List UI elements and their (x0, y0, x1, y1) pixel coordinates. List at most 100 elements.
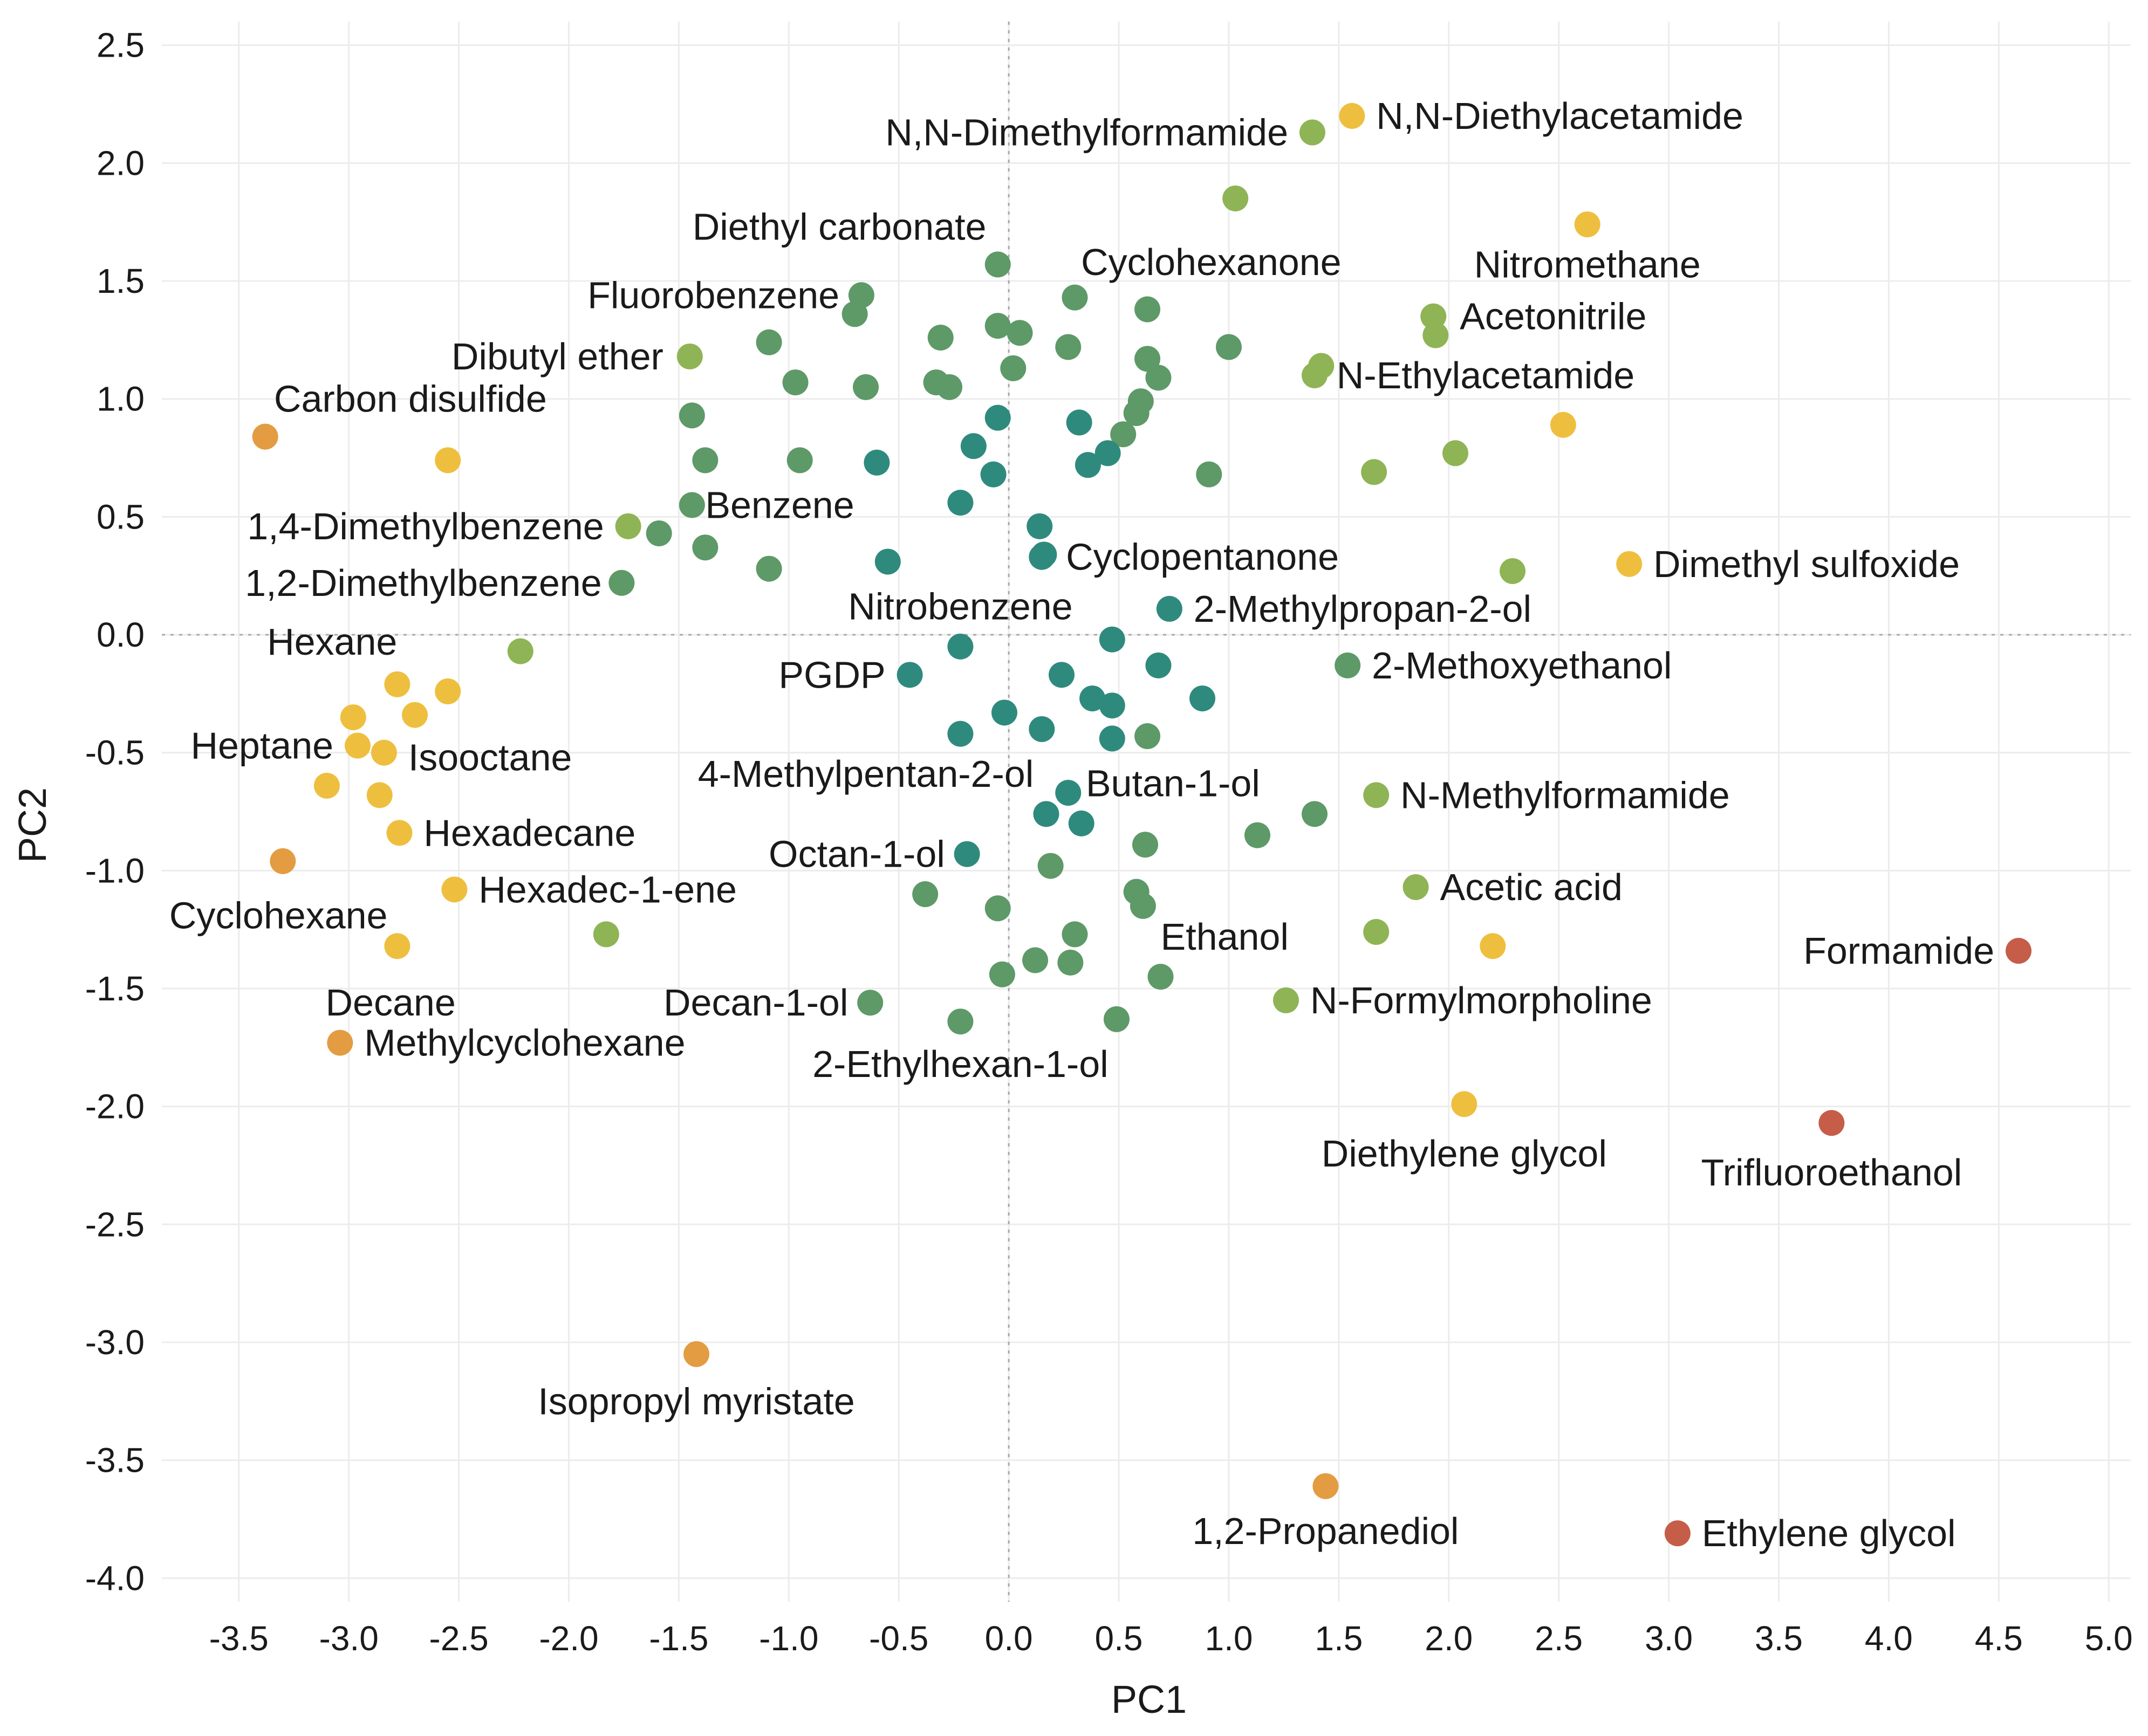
point-label: Benzene (705, 484, 854, 526)
data-point (1361, 459, 1387, 485)
data-point (786, 447, 813, 474)
data-point (608, 569, 635, 596)
data-point (1029, 544, 1055, 570)
point-label: Cyclopentanone (1066, 536, 1339, 578)
y-tick-label: 2.5 (97, 26, 145, 65)
data-point (1134, 346, 1161, 372)
data-point (366, 782, 393, 808)
data-point (435, 678, 461, 704)
data-point (1616, 551, 1643, 577)
y-tick-label: -1.5 (85, 969, 145, 1008)
data-point (441, 876, 468, 903)
point-labels: N,N-Dimethylformamide N,N-Diethylacetamid… (169, 95, 1994, 1554)
point-label: Diethylene glycol (1322, 1133, 1607, 1175)
x-axis-title: PC1 (1111, 1678, 1187, 1721)
data-point (984, 313, 1011, 339)
data-point (1007, 320, 1033, 346)
data-point (679, 492, 705, 518)
data-point (1500, 558, 1526, 584)
data-point (980, 461, 1007, 488)
data-point (989, 961, 1015, 987)
point-label: Formamide (1803, 930, 1994, 972)
x-tick-label: 1.5 (1315, 1619, 1363, 1658)
point-label: Cyclohexane (169, 894, 388, 936)
point-label: Carbon disulfide (274, 378, 547, 420)
data-point (756, 555, 782, 582)
data-point (1442, 440, 1468, 466)
data-point (947, 490, 974, 516)
x-tick-label: 4.0 (1865, 1619, 1913, 1658)
data-point (857, 990, 884, 1016)
x-tick-label: 4.5 (1975, 1619, 2023, 1658)
x-tick-label: 0.0 (985, 1619, 1033, 1658)
data-point (692, 534, 719, 561)
x-tick-label: 2.5 (1535, 1619, 1583, 1658)
data-point (1055, 334, 1082, 360)
point-label: Heptane (190, 725, 333, 767)
point-label: Acetonitrile (1460, 296, 1646, 338)
point-label: Cyclohexanone (1081, 241, 1342, 283)
data-point (1079, 685, 1106, 712)
point-label: 2-Ethylhexan-1-ol (812, 1043, 1109, 1085)
point-label: Methylcyclohexane (364, 1022, 685, 1064)
point-label: Fluorobenzene (587, 274, 839, 316)
data-point (615, 513, 641, 539)
point-label: Hexadec-1-ene (478, 868, 737, 910)
y-tick-label: -0.5 (85, 733, 145, 772)
data-point (1057, 949, 1084, 976)
data-point (1048, 662, 1075, 688)
data-point (2006, 938, 2032, 964)
data-point (1099, 725, 1125, 752)
data-point (384, 933, 411, 959)
y-tick-label: -2.0 (85, 1087, 145, 1126)
data-point (435, 447, 461, 474)
data-point (1420, 303, 1447, 330)
data-point (1363, 782, 1390, 808)
data-point (912, 881, 939, 908)
data-point (1301, 362, 1328, 388)
y-tick-label: -4.0 (85, 1559, 145, 1597)
y-tick-label: 1.0 (97, 380, 145, 418)
data-point (1451, 1091, 1477, 1117)
point-label: Isopropyl myristate (538, 1380, 854, 1422)
point-label: 1,2-Dimethylbenzene (245, 562, 601, 604)
point-label: Butan-1-ol (1086, 763, 1260, 805)
data-point (1335, 652, 1361, 678)
data-point (252, 423, 278, 450)
data-point (313, 772, 340, 799)
data-point (507, 638, 533, 664)
data-point (327, 1030, 353, 1056)
data-point (676, 343, 703, 369)
y-axis-ticks: 2.5 2.0 1.5 1.0 0.5 0.0 -0.5 -1.0 -1.5 -2.0 -2.5 -3… (85, 26, 145, 1598)
data-point (1099, 626, 1125, 653)
data-point (1574, 211, 1600, 238)
data-point (1134, 296, 1161, 323)
data-point (344, 732, 371, 759)
y-tick-label: -3.0 (85, 1323, 145, 1362)
data-point (936, 374, 962, 400)
data-point (1339, 102, 1365, 129)
data-point (864, 449, 890, 476)
point-label: 2-Methoxyethanol (1372, 644, 1672, 687)
y-tick-label: 0.0 (97, 615, 145, 654)
data-point (1403, 874, 1429, 900)
x-tick-label: 0.5 (1095, 1619, 1143, 1658)
data-point (947, 633, 974, 660)
data-point (1664, 1520, 1691, 1547)
point-label: Nitrobenzene (848, 586, 1072, 628)
point-label: Octan-1-ol (769, 833, 945, 875)
data-point (984, 251, 1011, 278)
point-label: N-Ethylacetamide (1337, 354, 1634, 396)
data-point (1422, 322, 1449, 348)
data-point (270, 848, 296, 874)
x-tick-label: 5.0 (2085, 1619, 2133, 1658)
point-label: N-Methylformamide (1400, 774, 1730, 816)
data-point (842, 301, 868, 327)
data-point (1037, 853, 1064, 879)
data-point (1103, 1006, 1130, 1032)
point-label: Ethanol (1161, 916, 1289, 958)
point-label: Hexane (267, 621, 397, 663)
data-point (1299, 119, 1325, 146)
data-point (1156, 595, 1182, 622)
